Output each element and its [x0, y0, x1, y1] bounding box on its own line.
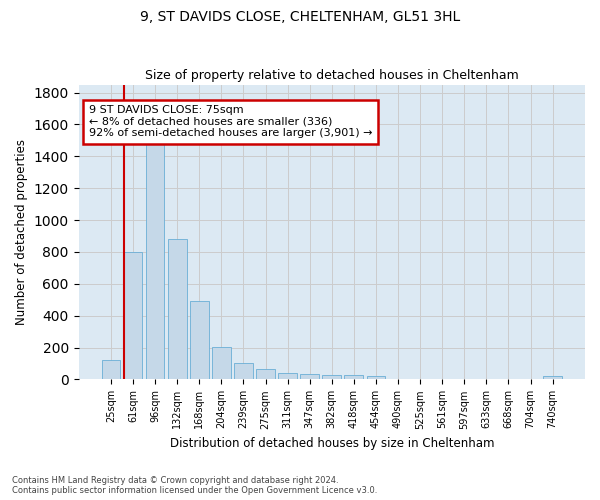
Bar — [543, 376, 562, 380]
Bar — [101, 360, 121, 380]
Y-axis label: Number of detached properties: Number of detached properties — [15, 139, 28, 325]
Bar — [256, 369, 275, 380]
X-axis label: Distribution of detached houses by size in Cheltenham: Distribution of detached houses by size … — [170, 437, 494, 450]
Bar — [278, 373, 297, 380]
Text: Contains HM Land Registry data © Crown copyright and database right 2024.
Contai: Contains HM Land Registry data © Crown c… — [12, 476, 377, 495]
Text: 9 ST DAVIDS CLOSE: 75sqm
← 8% of detached houses are smaller (336)
92% of semi-d: 9 ST DAVIDS CLOSE: 75sqm ← 8% of detache… — [89, 105, 372, 138]
Title: Size of property relative to detached houses in Cheltenham: Size of property relative to detached ho… — [145, 69, 518, 82]
Bar — [367, 376, 385, 380]
Bar — [168, 239, 187, 380]
Bar — [234, 362, 253, 380]
Bar — [344, 376, 363, 380]
Bar — [212, 347, 231, 380]
Bar — [190, 302, 209, 380]
Bar — [146, 144, 164, 380]
Bar — [300, 374, 319, 380]
Bar — [322, 374, 341, 380]
Bar — [124, 252, 142, 380]
Text: 9, ST DAVIDS CLOSE, CHELTENHAM, GL51 3HL: 9, ST DAVIDS CLOSE, CHELTENHAM, GL51 3HL — [140, 10, 460, 24]
